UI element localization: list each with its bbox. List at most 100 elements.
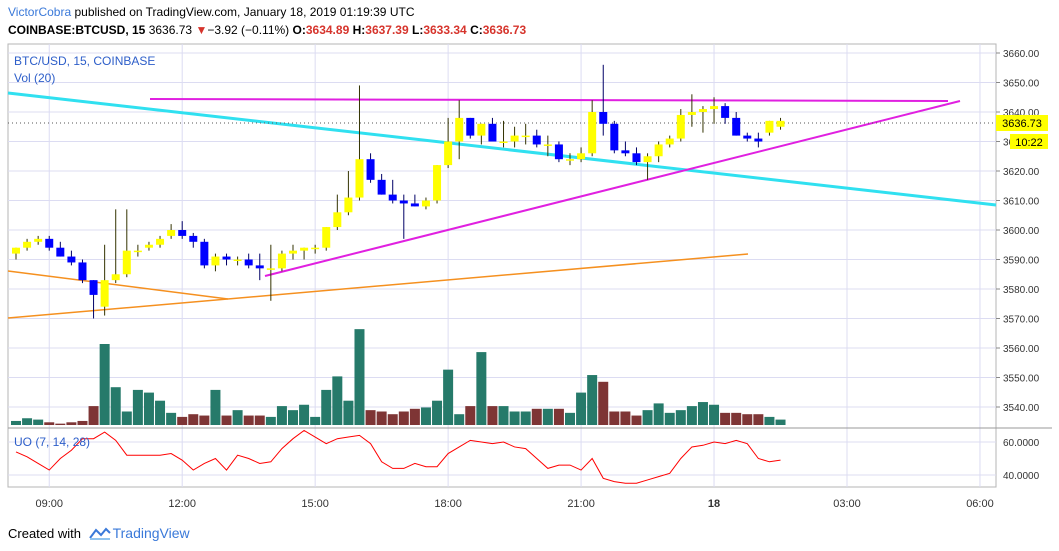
volume-bar	[232, 410, 243, 425]
volume-bar	[720, 412, 731, 425]
candle-body	[67, 256, 76, 263]
candle-body	[78, 262, 87, 281]
candle-body	[233, 259, 242, 261]
volume-pane-label: Vol (20)	[14, 71, 55, 85]
price-tick-label: 3620.00	[1003, 167, 1040, 178]
volume-bar	[476, 352, 487, 425]
price-tick-label: 3580.00	[1003, 285, 1040, 296]
candle-body	[632, 153, 641, 163]
volume-bar	[686, 406, 697, 425]
price-tick-label: 3590.00	[1003, 256, 1040, 267]
volume-bar	[121, 411, 132, 425]
candle-body	[543, 144, 552, 146]
volume-bar	[409, 408, 420, 425]
open-label: O:	[292, 23, 306, 37]
orange-uptrend-line[interactable]	[7, 253, 749, 319]
volume-bar	[398, 411, 409, 425]
candle-body	[399, 200, 408, 204]
time-axis[interactable]: 09:00 12:00 15:00 18:00 21:00 18 03:00 06:00	[35, 498, 993, 510]
volume-bar	[587, 375, 598, 425]
price-tick-label: 3570.00	[1003, 315, 1040, 326]
candle-body	[244, 259, 253, 266]
uo-line	[15, 429, 781, 484]
candle-body	[477, 123, 486, 136]
price-axis[interactable]: 3540.00 3550.00 3560.00 3570.00 3580.00 3590.…	[996, 49, 1040, 414]
time-tick-label: 09:00	[35, 498, 63, 510]
candle-body	[211, 256, 220, 266]
candle-body	[311, 247, 320, 250]
volume-bar	[22, 418, 33, 425]
volume-bar	[77, 420, 88, 425]
volume-bar	[420, 407, 431, 425]
volume-bar	[709, 404, 720, 425]
volume-bar	[620, 411, 631, 425]
candle-body	[566, 159, 574, 161]
volume-bar	[465, 406, 476, 425]
volume-bar	[243, 415, 254, 425]
volume-bar	[210, 389, 221, 425]
triangle-support-line[interactable]	[264, 100, 961, 277]
candle-body	[466, 117, 475, 136]
price-tick-label: 3640.00	[1003, 108, 1040, 119]
tradingview-brand[interactable]: TradingView	[112, 525, 190, 541]
candle-body	[610, 123, 619, 151]
volume-bar	[332, 376, 343, 425]
candle-body	[200, 241, 209, 266]
candle-body	[676, 114, 685, 139]
candle-body	[599, 112, 608, 124]
low-value: 3633.34	[423, 23, 467, 37]
volume-bar	[310, 416, 321, 425]
volume-bar	[631, 415, 642, 425]
volume-bar	[33, 419, 44, 425]
volume-bar	[487, 406, 498, 425]
candle-body	[111, 274, 120, 281]
volume-bar	[376, 411, 387, 425]
candle-body	[444, 141, 453, 166]
countdown-badge-text: 10:22	[1015, 137, 1043, 149]
volume-bar	[509, 411, 520, 425]
volume-bar	[221, 415, 232, 425]
last-price-badge-text: 3636.73	[1002, 118, 1042, 130]
candle-body	[289, 250, 297, 254]
candle-body	[300, 247, 309, 251]
candle-body	[721, 106, 730, 118]
time-tick-label: 12:00	[168, 498, 196, 510]
symbol-label: COINBASE:BTCUSD, 15	[8, 23, 146, 37]
candle-body	[455, 117, 464, 142]
price-tick-label: 3550.00	[1003, 374, 1040, 385]
author-name[interactable]: VictorCobra	[8, 5, 72, 19]
candle-body	[577, 153, 586, 160]
created-with-label: Created with	[8, 526, 81, 541]
candle-body	[333, 212, 342, 228]
uo-tick-label: 60.0000	[1003, 438, 1040, 449]
close-value: 3636.73	[482, 23, 527, 37]
countdown-badge	[1010, 134, 1048, 149]
volume-bar	[143, 392, 154, 425]
candle-body	[355, 159, 364, 198]
long-downtrend-line[interactable]	[7, 91, 997, 207]
tradingview-logo-icon	[88, 526, 111, 543]
volume-bar	[775, 419, 786, 425]
candle-body	[532, 135, 541, 145]
volume-bar	[288, 410, 298, 425]
volume-bar	[387, 414, 398, 425]
time-tick-label: 18	[708, 498, 720, 510]
candle-body	[377, 179, 386, 195]
candle-body	[643, 156, 652, 163]
triangle-resistance-line[interactable]	[149, 98, 949, 102]
publish-date: published on TradingView.com, January 18…	[74, 5, 415, 19]
price-tick-label: 3610.00	[1003, 197, 1040, 208]
candle-body	[255, 265, 264, 269]
volume-bar	[354, 329, 365, 425]
time-tick-label: 15:00	[301, 498, 329, 510]
change-down-icon: ▼	[195, 23, 208, 37]
chart-canvas[interactable]: 3540.00 3550.00 3560.00 3570.00 3580.00 3590.…	[0, 40, 1059, 520]
candle-body	[510, 135, 519, 142]
uo-pane-label: UO (7, 14, 28)	[14, 435, 90, 449]
candle-body	[765, 120, 774, 133]
price-tick-label: 3650.00	[1003, 79, 1040, 90]
volume-bar	[742, 414, 753, 425]
volume-bar	[99, 344, 110, 425]
uo-axis: 40.0000 60.0000	[1003, 438, 1040, 482]
orange-downtrend-line[interactable]	[7, 270, 229, 300]
